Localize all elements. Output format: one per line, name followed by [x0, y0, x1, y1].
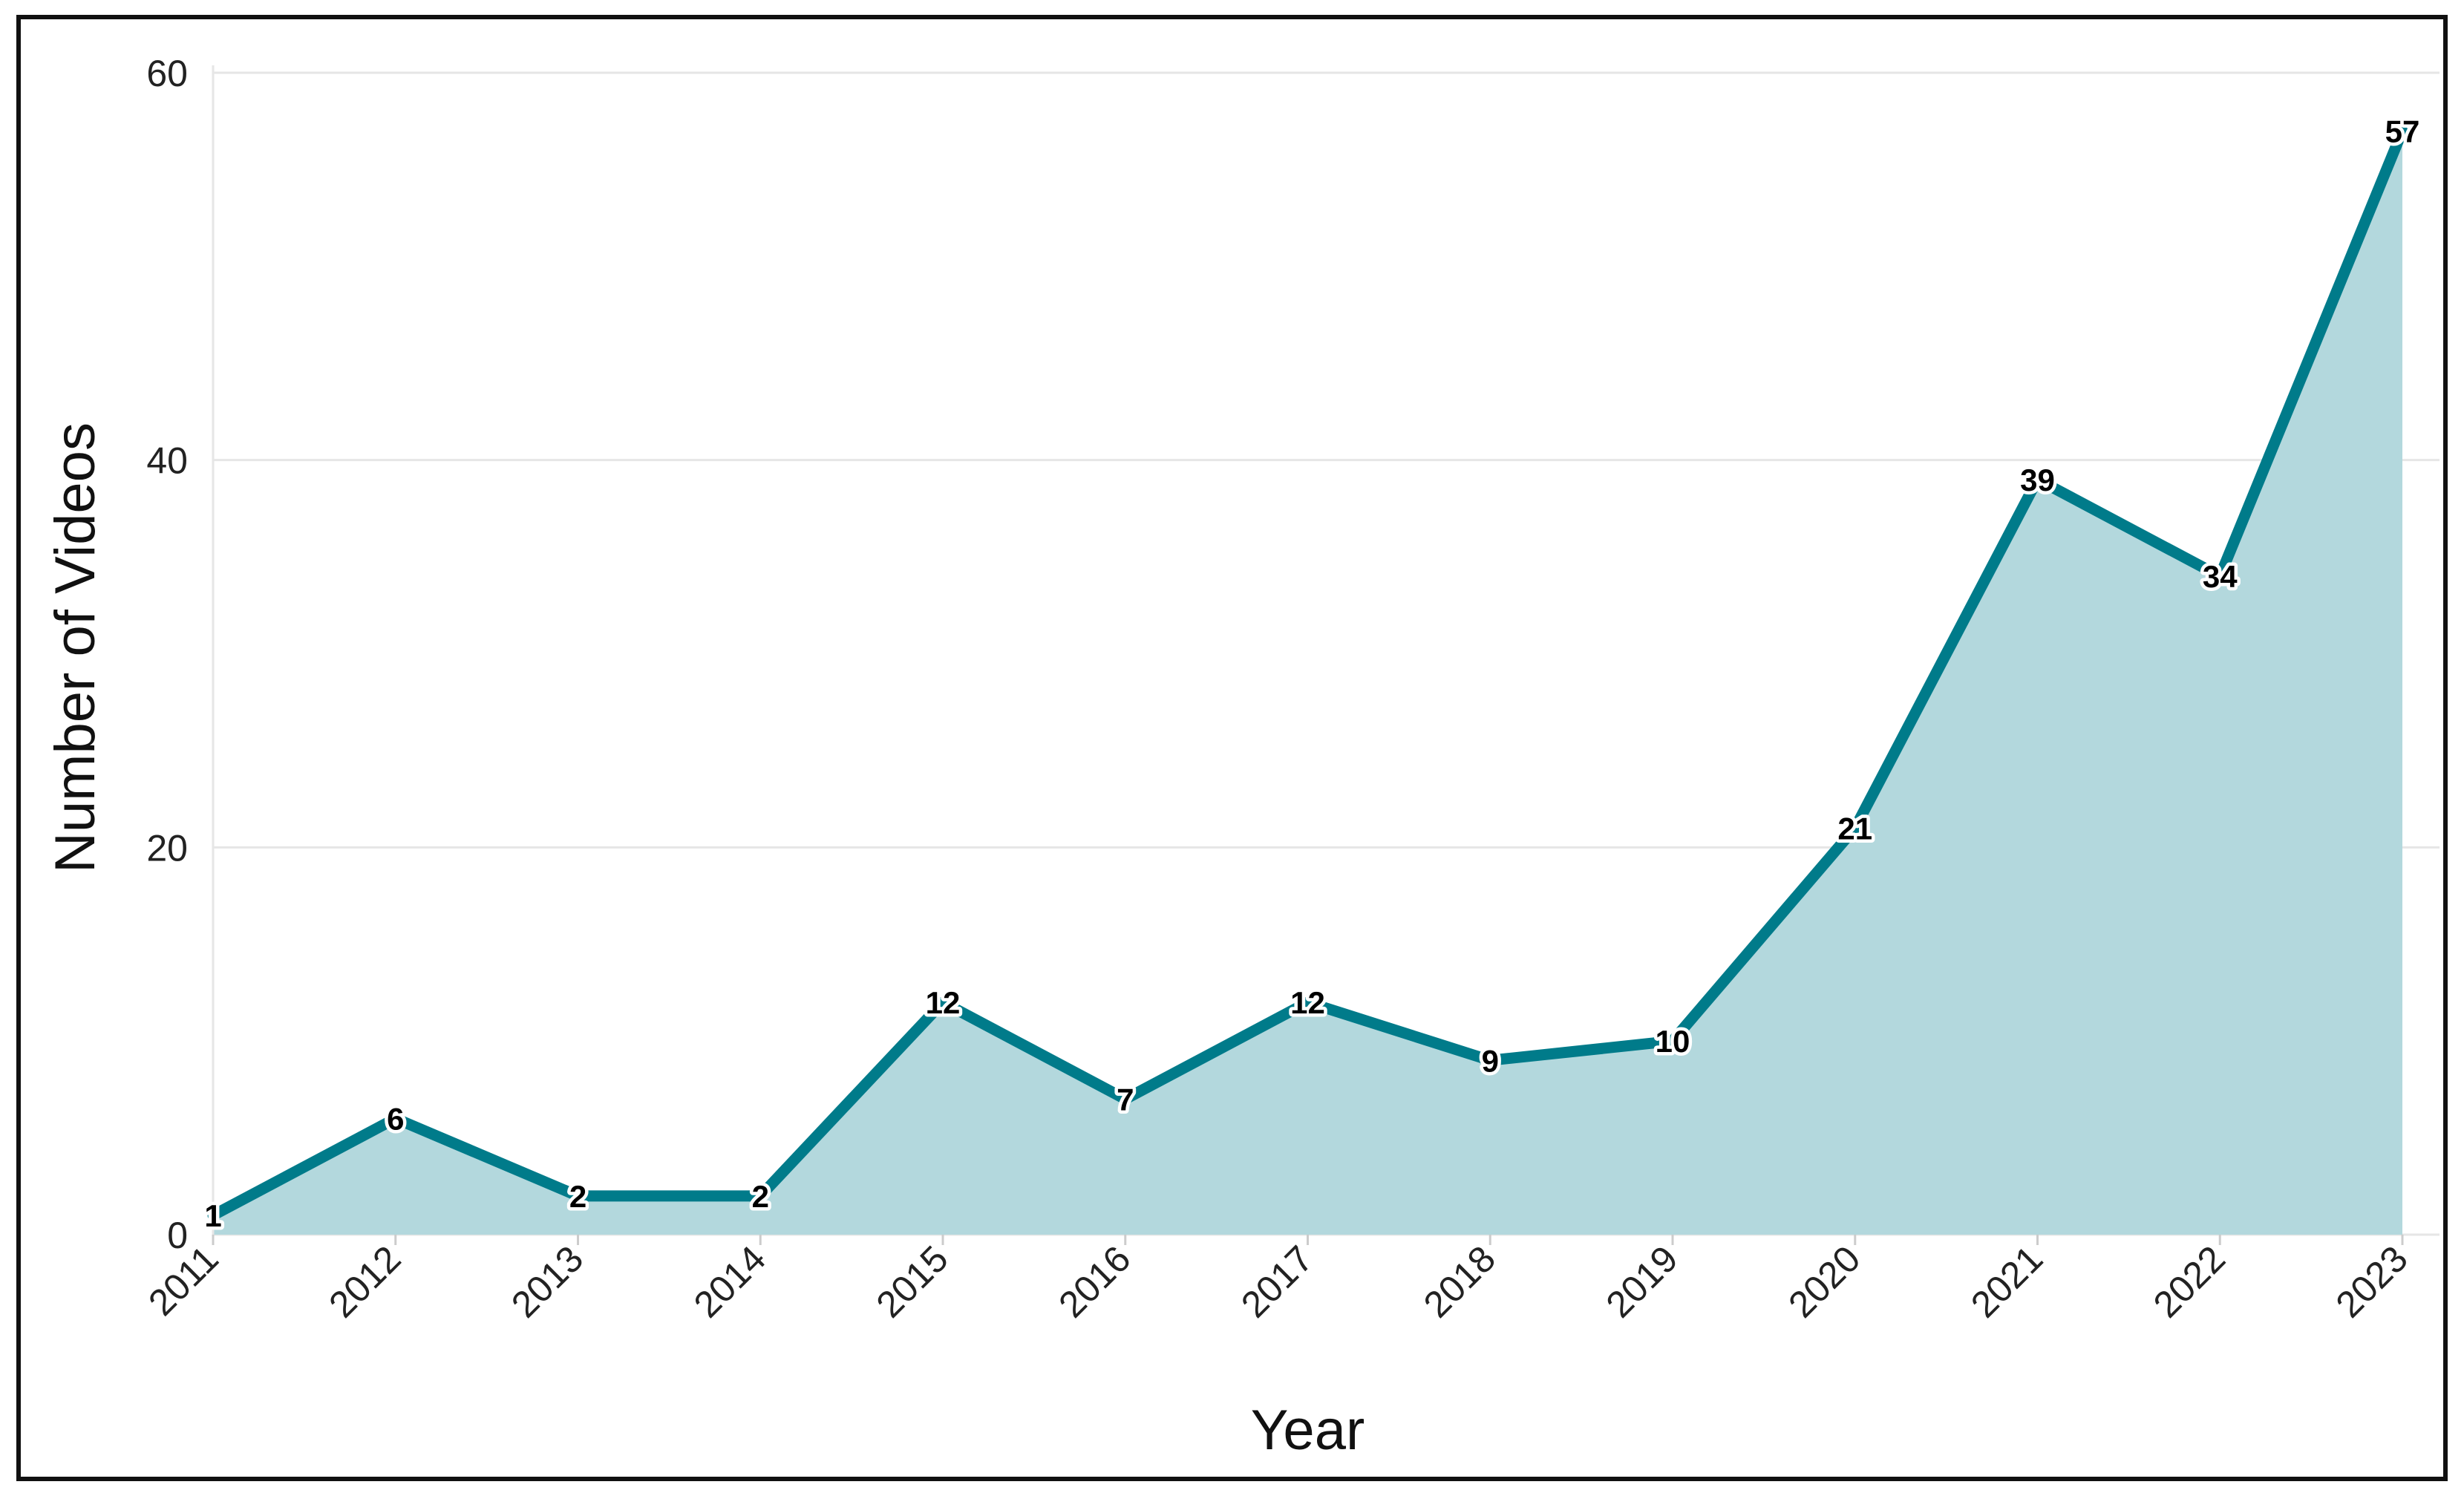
- data-label: 12: [926, 985, 961, 1020]
- x-tick-label: 2017: [1233, 1238, 1321, 1325]
- data-label: 7: [1117, 1082, 1134, 1117]
- data-point: [1671, 1039, 1674, 1043]
- x-tick-label: 2012: [321, 1238, 408, 1325]
- data-label: 12: [1290, 985, 1325, 1020]
- data-label: 1: [204, 1198, 221, 1233]
- data-point: [212, 1213, 215, 1217]
- x-tick-label: 2015: [869, 1238, 956, 1325]
- y-axis-title: Number of Videos: [44, 422, 107, 873]
- data-point: [941, 1001, 944, 1004]
- x-tick-label: 2014: [686, 1238, 774, 1325]
- x-axis-title: Year: [1251, 1399, 1365, 1462]
- x-tick-label: 2016: [1050, 1238, 1138, 1325]
- data-label: 34: [2203, 559, 2238, 594]
- data-point: [576, 1194, 580, 1198]
- data-label: 21: [1837, 811, 1872, 846]
- data-point: [2218, 575, 2222, 578]
- data-point: [1488, 1059, 1492, 1062]
- x-tick-label: 2013: [503, 1238, 591, 1325]
- x-tick-label: 2023: [2328, 1238, 2416, 1325]
- x-tick-label: 2022: [2146, 1238, 2233, 1325]
- x-tick-label: 2020: [1780, 1238, 1868, 1325]
- data-point: [393, 1117, 397, 1120]
- data-labels: 1 6 2 2 12 7 12 9 10 21 39 34 57: [201, 111, 2423, 1237]
- area-fill: [213, 131, 2402, 1235]
- y-tick-label: 20: [146, 827, 188, 869]
- data-label: 10: [1656, 1024, 1690, 1059]
- data-label: 2: [752, 1179, 769, 1214]
- data-point: [1306, 1001, 1310, 1004]
- x-tick-label: 2011: [140, 1238, 226, 1324]
- data-point: [2036, 477, 2039, 481]
- x-tick-label: 2018: [1416, 1238, 1503, 1325]
- y-tick-label: 60: [146, 53, 188, 94]
- data-label: 39: [2020, 463, 2055, 497]
- data-point: [2401, 129, 2404, 133]
- x-tick-label: 2019: [1598, 1238, 1686, 1325]
- data-point: [1853, 826, 1857, 830]
- y-tick-label: 40: [146, 440, 188, 482]
- data-label: 57: [2385, 114, 2420, 148]
- data-label: 6: [387, 1102, 404, 1137]
- data-label: 2: [569, 1179, 586, 1214]
- data-point: [759, 1194, 762, 1198]
- data-label: 9: [1482, 1043, 1499, 1078]
- x-tick-label: 2021: [1963, 1238, 2050, 1325]
- y-tick-label: 0: [167, 1215, 188, 1256]
- data-point: [1123, 1097, 1127, 1101]
